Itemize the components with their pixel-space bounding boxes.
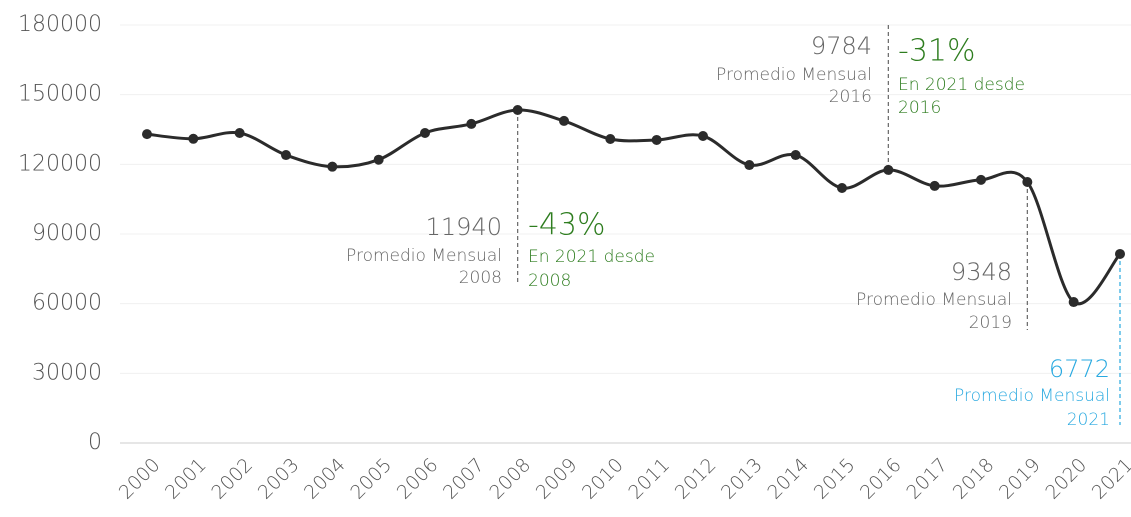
annotation-year: 2021 <box>1067 410 1110 430</box>
data-point <box>142 129 152 140</box>
y-tick-label: 0 <box>88 430 102 455</box>
data-point <box>327 161 338 172</box>
x-tick-label: 2018 <box>949 454 999 504</box>
data-point <box>373 154 384 165</box>
x-tick-label: 2017 <box>902 454 952 504</box>
x-tick-label: 2007 <box>439 454 489 504</box>
annotation-label: Promedio Mensual <box>346 246 502 266</box>
x-tick-label: 2021 <box>1088 454 1131 504</box>
x-tick-label: 2002 <box>207 454 257 504</box>
data-point <box>1068 297 1079 308</box>
x-tick-label: 2019 <box>995 454 1045 504</box>
annotation-note-year: 2008 <box>528 271 571 291</box>
data-point <box>466 118 477 129</box>
x-tick-label: 2004 <box>300 454 350 504</box>
annotation-label: Promedio Mensual <box>954 386 1110 406</box>
data-point <box>559 115 569 126</box>
y-tick-label: 120000 <box>18 151 102 176</box>
y-tick-label: 150000 <box>18 82 102 107</box>
data-point <box>790 150 801 161</box>
data-point <box>420 127 430 138</box>
x-tick-label: 2000 <box>115 454 165 504</box>
annotation-change: -31% <box>898 34 976 69</box>
annotation-year: 2019 <box>969 313 1012 333</box>
data-point <box>651 134 662 145</box>
annotation-note: En 2021 desde <box>898 75 1025 95</box>
annotation-label: Promedio Mensual <box>716 65 872 85</box>
annotation-value: 9348 <box>951 258 1012 286</box>
data-point <box>744 160 755 171</box>
data-point <box>976 174 986 185</box>
data-point <box>698 131 708 142</box>
data-point <box>883 164 894 175</box>
x-tick-label: 2008 <box>485 454 535 504</box>
x-tick-label: 2006 <box>393 454 443 504</box>
data-point <box>281 150 291 161</box>
y-tick-label: 30000 <box>32 360 102 385</box>
y-tick-label: 60000 <box>32 291 102 316</box>
data-point <box>929 180 940 191</box>
annotation-note-year: 2016 <box>898 98 941 118</box>
x-tick-label: 2011 <box>624 454 674 504</box>
annotation-year: 2008 <box>459 268 502 288</box>
x-tick-label: 2001 <box>161 454 211 504</box>
data-point <box>234 127 245 138</box>
x-tick-label: 2003 <box>254 454 304 504</box>
x-tick-label: 2010 <box>578 454 628 504</box>
data-point <box>1022 176 1033 187</box>
data-point <box>1115 248 1125 259</box>
annotation-value: 9784 <box>811 32 872 60</box>
data-point <box>605 134 616 145</box>
x-tick-label: 2020 <box>1041 454 1091 504</box>
data-point <box>512 104 523 115</box>
x-tick-label: 2016 <box>856 454 906 504</box>
annotation-note: En 2021 desde <box>528 247 655 267</box>
x-tick-label: 2013 <box>717 454 767 504</box>
annotation-year: 2016 <box>829 87 872 107</box>
x-tick-label: 2014 <box>763 454 813 504</box>
data-point <box>188 133 199 144</box>
y-tick-label: 180000 <box>18 12 102 37</box>
data-point <box>837 183 847 194</box>
annotation-label: Promedio Mensual <box>856 290 1012 310</box>
x-tick-label: 2005 <box>346 454 396 504</box>
annotation-change: -43% <box>528 208 606 243</box>
y-tick-label: 90000 <box>32 221 102 246</box>
x-tick-label: 2012 <box>671 454 721 504</box>
x-tick-label: 2009 <box>532 454 582 504</box>
x-tick-label: 2015 <box>810 454 860 504</box>
annotation-value: 11940 <box>426 213 502 241</box>
annotation-value: 6772 <box>1049 355 1110 383</box>
